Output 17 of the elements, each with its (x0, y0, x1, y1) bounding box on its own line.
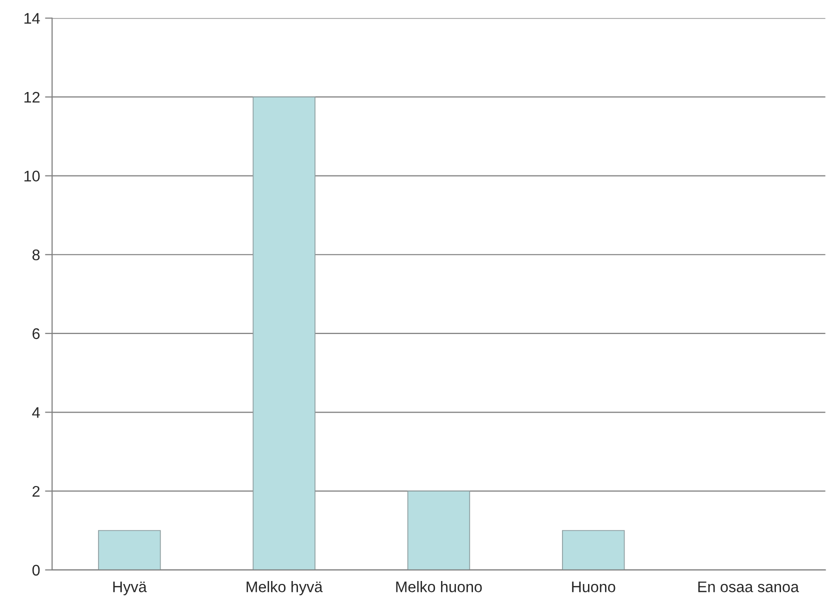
x-tick-label: Melko hyvä (246, 581, 323, 596)
bar (407, 490, 470, 570)
y-tick-label: 12 (24, 92, 40, 103)
y-tick-label: 2 (32, 486, 40, 497)
y-tick-label: 10 (24, 170, 40, 182)
y-tick-label: 0 (32, 564, 40, 576)
y-tick-label: 6 (32, 328, 40, 340)
x-tick-label: Hyvä (113, 582, 147, 596)
x-tick-label: En osaa sanoa (698, 582, 799, 592)
bar (98, 530, 161, 570)
bar (562, 530, 625, 570)
y-tick-label: 4 (32, 407, 40, 418)
x-tick-label: Huono (572, 582, 616, 592)
x-tick-label: Melko huono (396, 581, 482, 592)
y-tick-label: 8 (32, 249, 40, 260)
y-tick-label: 14 (24, 13, 40, 24)
bar (252, 96, 316, 570)
